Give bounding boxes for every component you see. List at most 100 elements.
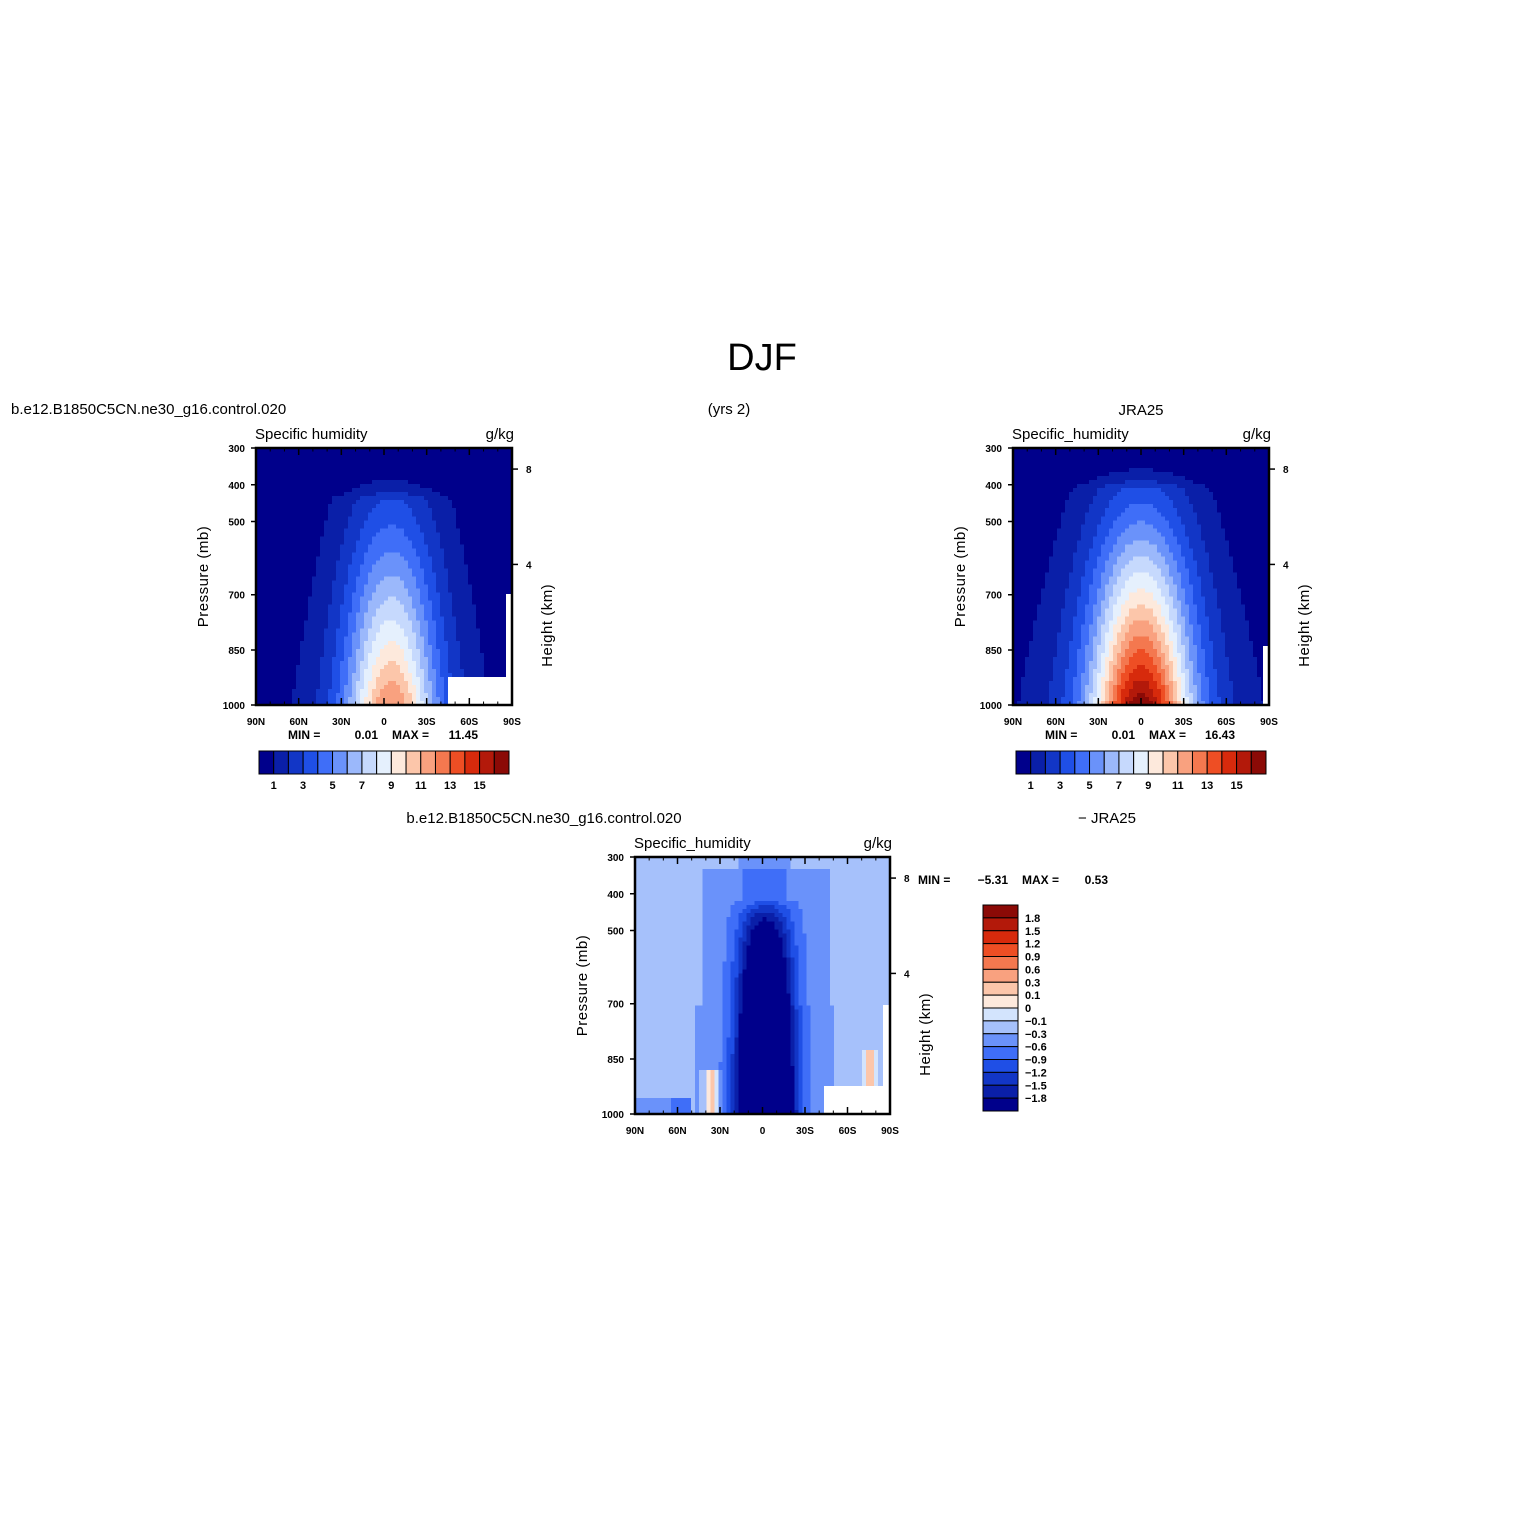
x-tick-label: 60N [668,1126,686,1137]
colorbar-box [982,968,1019,983]
panel-left-title: Specific_humidity [1012,426,1129,443]
max-label: MAX = [1022,873,1059,887]
colorbar-box [1133,750,1149,775]
y-tick-label: 1000 [602,1110,625,1121]
colorbar-label: −1.2 [1025,1067,1047,1079]
x-tick-label: 30S [1175,717,1193,728]
y-tick-label: 300 [985,444,1002,455]
x-tick-label: 90S [881,1126,899,1137]
y-tick-label: 700 [228,591,245,602]
x-tick-label: 90N [626,1126,644,1137]
colorbar-label: 0.9 [1025,952,1040,964]
obs-panel: Specific_humidity g/kg 90N 60N 30N 0 30S 60S 90S… [952,426,1313,792]
colorbar-box [390,750,407,775]
x-tick-label: 90N [1004,717,1022,728]
colorbar-box [1221,750,1238,775]
colorbar-box [1118,750,1135,775]
diff-obs-label: − JRA25 [1078,810,1136,827]
y-tick-label: 300 [228,444,245,455]
colorbar-label: −0.3 [1025,1029,1047,1041]
panel-left-title: Specific humidity [255,426,368,443]
min-value: 0.01 [1112,728,1136,742]
panel-right-title: g/kg [864,835,892,852]
colorbar-box [449,750,466,775]
colorbar-box [982,994,1019,1009]
min-value: 0.01 [355,728,379,742]
colorbar-box [982,981,1019,996]
x-tick-label: 30N [1089,717,1107,728]
colorbar-box [982,1071,1019,1086]
y-tick-label: 700 [985,591,1002,602]
y-tick-label: 850 [607,1055,624,1066]
x-tick-label: 60S [1217,717,1235,728]
colorbar-label: 5 [329,780,335,792]
colorbar-box [1177,750,1193,775]
colorbar-label: 7 [1116,780,1122,792]
colorbar-label: 0.3 [1025,977,1040,989]
figure-title: DJF [727,337,797,379]
colorbar-box [434,750,451,775]
max-value: 0.53 [1085,873,1109,887]
colorbar-box [1236,750,1252,775]
colorbar-box [982,917,1019,932]
missing-data-mask [506,594,512,705]
y-tick-label: 850 [985,646,1002,657]
y-right-tick-label: 4 [1283,560,1289,571]
y-right-tick-label: 8 [904,874,910,885]
min-label: MIN = [288,728,320,742]
x-tick-label: 90S [1260,717,1278,728]
y-tick-label: 850 [228,646,245,657]
colorbar-label: 11 [415,780,427,792]
missing-data-mask [883,1005,890,1114]
panel-right-title: g/kg [486,426,514,443]
colorbar-label: 5 [1086,780,1092,792]
y-axis-label: Pressure (mb) [195,526,212,628]
colorbar-label: 0.1 [1025,990,1040,1002]
max-value: 11.45 [449,728,479,742]
colorbar-label: 13 [1201,780,1213,792]
x-tick-label: 0 [760,1126,766,1137]
colorbar-box [479,750,495,775]
y-right-axis-label: Height (km) [1296,584,1313,667]
colorbar-label: 1.8 [1025,913,1040,925]
y-tick-label: 1000 [223,701,246,712]
colorbar-box [493,750,510,775]
colorbar-box [1103,750,1120,775]
missing-data-mask [448,677,512,705]
diff-colorbar: 1.81.51.20.90.60.30.10−0.1−0.3−0.6−0.9−1… [982,904,1047,1112]
colorbar-label: 7 [359,780,365,792]
y-right-tick-label: 8 [1283,465,1289,476]
x-tick-label: 60S [460,717,478,728]
colorbar-label: 1.5 [1025,926,1040,938]
colorbar-box [982,930,1019,945]
obs-name-label: JRA25 [1118,402,1163,419]
colorbar-label: 1 [1028,780,1034,792]
max-value: 16.43 [1205,728,1235,742]
colorbar-label: −0.1 [1025,1016,1047,1028]
x-tick-label: 60S [839,1126,857,1137]
colorbar-box [1015,750,1032,775]
colorbar-box [1030,750,1046,775]
x-tick-label: 60N [1046,717,1064,728]
missing-data-mask [824,1086,890,1114]
colorbar-box [287,750,304,775]
colorbar-label: 0 [1025,1003,1031,1015]
model-panel: Specific humidity g/kg 90N 60N 30N 0 30S 60S 90S… [195,426,556,792]
y-tick-label: 1000 [980,701,1003,712]
x-tick-label: 30N [332,717,350,728]
colorbar-box [982,1033,1019,1048]
max-label: MAX = [1149,728,1186,742]
colorbar-label: 9 [388,780,394,792]
colorbar-box [1206,750,1223,775]
colorbar-box [376,750,392,775]
colorbar-box [1147,750,1164,775]
colorbar-box [982,1007,1019,1022]
x-tick-label: 30N [711,1126,729,1137]
colorbar-box [346,750,363,775]
colorbar-label: 1 [271,780,277,792]
colorbar-box [982,1084,1019,1099]
colorbar-box [982,956,1019,970]
colorbar-label: 15 [473,780,485,792]
diff-case-name-label: b.e12.B1850C5CN.ne30_g16.control.020 [406,810,681,827]
diff-panel: Specific_humidity g/kg 90N 60N 30N 0 30S 60S 90S… [574,835,1108,1137]
